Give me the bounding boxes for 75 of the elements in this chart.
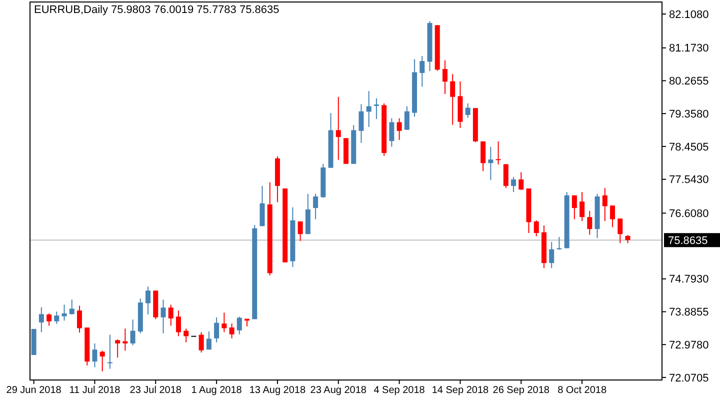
candlestick (488, 146, 494, 181)
candlestick (610, 204, 616, 228)
candlestick (184, 328, 189, 343)
candlestick (602, 188, 608, 222)
y-tick-label: 76.6080 (669, 208, 709, 220)
candlestick (176, 310, 181, 337)
y-tick-label: 79.3580 (669, 108, 709, 120)
candlestick (496, 140, 501, 166)
chart-title: EURRUB,Daily 75.9803 76.0019 75.7783 75.8635 (34, 4, 280, 16)
candlestick (76, 305, 82, 334)
y-tick-label: 72.0705 (669, 372, 709, 384)
candlestick (46, 312, 52, 326)
candlestick (313, 193, 318, 220)
candlestick (465, 102, 470, 118)
candlestick (450, 74, 456, 126)
candlestick (618, 218, 623, 244)
x-tick-label: 29 Jun 2018 (6, 385, 62, 396)
candlestick (534, 220, 539, 237)
candlestick (358, 104, 364, 144)
x-tick-label: 23 Jul 2018 (130, 385, 182, 396)
candlestick (556, 236, 562, 250)
candlestick (374, 98, 379, 120)
y-tick-label: 77.5430 (669, 174, 709, 186)
y-tick-label: 73.8855 (669, 306, 709, 319)
candlestick (511, 176, 516, 193)
y-tick-label: 74.7930 (669, 274, 709, 286)
candlestick (168, 304, 174, 326)
candlestick (146, 286, 151, 315)
candlestick (503, 164, 508, 189)
y-tick-label: 81.1730 (669, 42, 709, 55)
candlestick (62, 304, 67, 322)
candlestick (38, 306, 44, 333)
x-tick-label: 23 Aug 2018 (310, 385, 367, 396)
candlestick (396, 118, 402, 140)
x-tick-label: 14 Sep 2018 (432, 385, 490, 396)
candlestick (366, 90, 372, 128)
x-tick-label: 26 Sep 2018 (492, 385, 550, 396)
x-tick-label: 11 Jul 2018 (69, 385, 121, 396)
candlestick (587, 210, 592, 236)
candlestick (222, 312, 227, 333)
candlestick (260, 185, 265, 227)
candlestick (236, 316, 242, 335)
ref-line-label: 75.8635 (668, 234, 708, 247)
candlestick (54, 311, 60, 324)
x-tick-label: 1 Aug 2018 (191, 385, 242, 396)
y-tick-label: 80.2655 (669, 76, 709, 88)
candlestick (442, 60, 448, 94)
candlestick (389, 118, 394, 148)
x-tick-label: 13 Aug 2018 (249, 385, 306, 396)
x-tick-label: 4 Sep 2018 (374, 385, 426, 396)
candlestick (298, 220, 303, 242)
candlestick (214, 316, 220, 343)
candlestick (160, 299, 166, 334)
y-tick-label: 78.4505 (669, 141, 709, 154)
candlestick (115, 338, 120, 358)
candlestick (198, 332, 204, 353)
candlestick (107, 334, 112, 370)
candlestick (420, 55, 425, 88)
candlestick (100, 350, 105, 372)
candlestick (92, 342, 98, 368)
candlestick (580, 192, 585, 222)
candlestick (518, 172, 524, 190)
candlestick (549, 242, 554, 269)
y-tick-label: 82.1080 (669, 8, 709, 21)
candlestick (572, 194, 577, 220)
x-tick-label: 8 Oct 2018 (558, 385, 607, 396)
candlestick (480, 140, 486, 172)
candlestick (130, 319, 136, 346)
candlestick (122, 328, 128, 352)
candlestick (229, 323, 234, 339)
candlestick (336, 96, 341, 160)
candlestick (69, 299, 74, 315)
candlestick (404, 106, 410, 130)
candlestick (206, 330, 212, 350)
y-tick-label: 72.9780 (669, 339, 709, 352)
